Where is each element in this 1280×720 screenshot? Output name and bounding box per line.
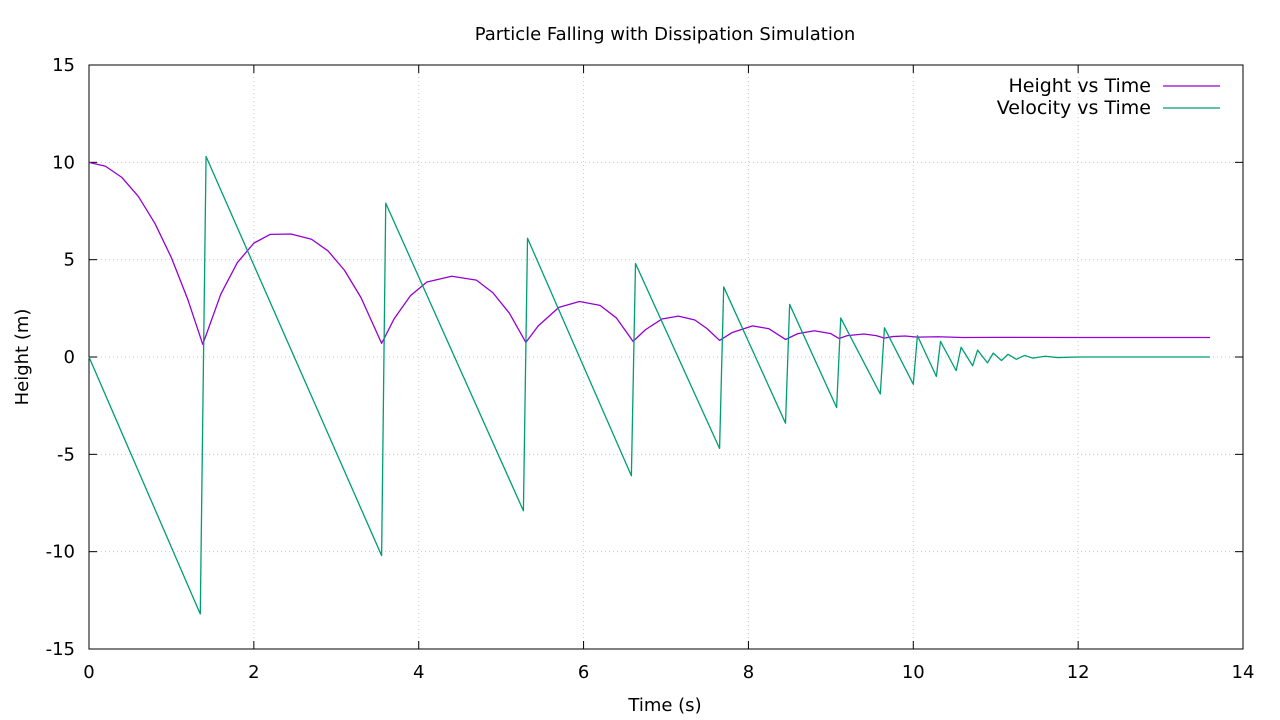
- series-line-velocity: [88, 155, 1211, 615]
- y-tick-label: 5: [64, 250, 75, 271]
- y-tick-label: 10: [52, 152, 75, 173]
- y-tick-label: 0: [64, 347, 75, 368]
- grid: [89, 65, 1243, 649]
- x-tick-label: 10: [902, 662, 925, 683]
- x-tick-label: 14: [1232, 662, 1255, 683]
- axis-ticks: 0 2 4 6 8 10 12 14 -15 -10 -5 0 5 10 15: [46, 55, 1255, 683]
- x-tick-label: 4: [413, 662, 424, 683]
- x-tick-label: 8: [743, 662, 754, 683]
- x-axis-title: Time (s): [627, 695, 701, 716]
- x-tick-label: 0: [83, 662, 94, 683]
- legend-label: Height vs Time: [1008, 75, 1151, 97]
- y-tick-label: -15: [46, 639, 75, 660]
- y-axis-title: Height (m): [12, 309, 33, 406]
- legend-label: Velocity vs Time: [997, 97, 1151, 119]
- y-tick-label: -10: [46, 542, 75, 563]
- x-tick-label: 6: [578, 662, 589, 683]
- x-tick-label: 12: [1067, 662, 1090, 683]
- series-line-height: [88, 161, 1211, 345]
- y-tick-label: -5: [57, 444, 75, 465]
- x-tick-label: 2: [248, 662, 259, 683]
- chart-title: Particle Falling with Dissipation Simula…: [475, 24, 856, 45]
- y-tick-label: 15: [52, 55, 75, 76]
- series-layer: [88, 155, 1211, 615]
